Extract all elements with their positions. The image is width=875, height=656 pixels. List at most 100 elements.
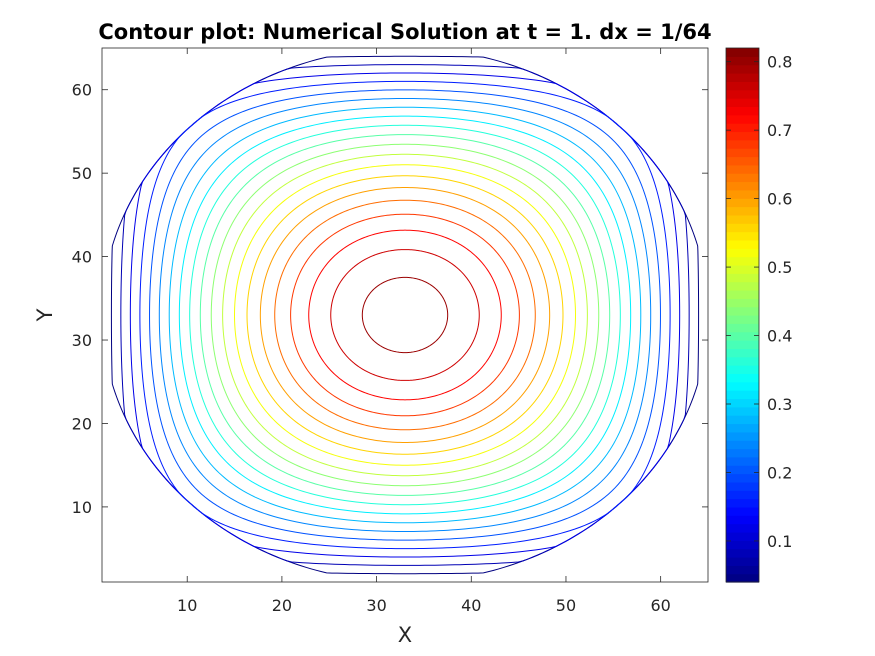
colorbar-band — [726, 356, 759, 366]
x-tick-label: 30 — [366, 596, 386, 615]
colorbar-band — [726, 565, 759, 575]
x-axis-ticks: 10 20 30 40 50 60 — [177, 48, 671, 615]
colorbar-tick-label: 0.1 — [767, 532, 792, 551]
x-tick-label: 40 — [461, 596, 481, 615]
x-tick-label: 10 — [177, 596, 197, 615]
colorbar-band — [726, 81, 759, 91]
y-axis-ticks: 10 20 30 40 50 60 — [72, 81, 708, 517]
x-tick-label: 60 — [650, 596, 670, 615]
x-tick-label: 50 — [556, 596, 576, 615]
colorbar-band — [726, 315, 759, 324]
y-tick-label: 10 — [72, 498, 92, 517]
colorbar-band — [726, 498, 759, 508]
colorbar-tick-label: 0.4 — [767, 327, 792, 346]
contour-level-3 — [129, 72, 681, 558]
colorbar-band — [726, 256, 759, 266]
colorbar-band — [726, 531, 759, 541]
contour-level-16 — [274, 199, 536, 431]
colorbar-band — [726, 173, 759, 183]
y-axis-label: Y — [33, 308, 57, 322]
contour-level-20 — [361, 276, 449, 354]
colorbar-band — [726, 289, 759, 299]
colorbar-band — [726, 198, 759, 208]
contour-level-5 — [149, 89, 661, 541]
colorbar-tick-label: 0.3 — [767, 395, 792, 414]
y-tick-label: 30 — [72, 331, 92, 350]
colorbar-ticks: 0.1 0.2 0.3 0.4 0.5 0.6 0.7 0.8 — [726, 53, 792, 551]
plot-background — [102, 48, 708, 582]
colorbar-band — [726, 465, 759, 475]
colorbar-band — [726, 273, 759, 283]
y-tick-label: 50 — [72, 164, 92, 183]
colorbar-band — [726, 490, 759, 500]
contour-level-12 — [222, 153, 588, 477]
colorbar-band — [726, 515, 759, 525]
colorbar-band — [726, 281, 759, 291]
colorbar-band — [726, 98, 759, 107]
colorbar-band — [726, 181, 759, 191]
colorbar-tick-label: 0.7 — [767, 121, 792, 140]
plot-frame — [101, 47, 709, 583]
colorbar-band — [726, 123, 759, 133]
colorbar-band — [726, 131, 759, 141]
colorbar-band — [726, 189, 759, 199]
colorbar-band — [726, 223, 759, 233]
colorbar-band — [726, 206, 759, 216]
contour-level-6 — [158, 97, 652, 533]
plot-area: 10 20 30 40 50 60 10 20 30 40 50 60 — [72, 47, 709, 615]
colorbar-band — [726, 114, 759, 124]
contour-level-4 — [139, 80, 671, 550]
colorbar-band — [726, 415, 759, 425]
colorbar-band — [726, 423, 759, 433]
colorbar-tick-label: 0.2 — [767, 463, 792, 482]
contour-level-15 — [259, 187, 551, 443]
contour-level-9 — [189, 124, 621, 506]
colorbar-band — [726, 264, 759, 274]
contour-level-19 — [330, 249, 480, 381]
x-axis-label: X — [398, 623, 412, 647]
colorbar-band — [726, 365, 759, 374]
contour-level-10 — [199, 134, 611, 496]
colorbar-band — [726, 139, 759, 149]
colorbar-band — [726, 156, 759, 166]
colorbar-band — [726, 481, 759, 491]
contour-level-13 — [233, 164, 576, 466]
colorbar-band — [726, 148, 759, 158]
colorbar-band — [726, 506, 759, 516]
colorbar-band — [726, 548, 759, 558]
y-tick-label: 20 — [72, 414, 92, 433]
colorbar-band — [726, 106, 759, 116]
colorbar-band — [726, 239, 759, 249]
chart-title: Contour plot: Numerical Solution at t = … — [98, 20, 711, 44]
x-tick-label: 20 — [272, 596, 292, 615]
colorbar-band — [726, 373, 759, 383]
colorbar-band — [726, 323, 759, 333]
colorbar-band — [726, 73, 759, 82]
colorbar-band — [726, 348, 759, 358]
colorbar-band — [726, 406, 759, 416]
y-tick-label: 40 — [72, 248, 92, 267]
colorbar-gradient — [726, 48, 759, 583]
colorbar-band — [726, 523, 759, 533]
colorbar-band — [726, 306, 759, 316]
contour-level-8 — [178, 115, 632, 515]
colorbar-band — [726, 540, 759, 550]
contour-level-18 — [308, 229, 502, 401]
colorbar-band — [726, 440, 759, 450]
contour-lines — [110, 55, 700, 575]
colorbar-band — [726, 456, 759, 466]
colorbar-band — [726, 64, 759, 74]
colorbar-band — [726, 48, 759, 57]
colorbar-band — [726, 398, 759, 408]
colorbar-band — [726, 164, 759, 174]
contour-level-11 — [210, 143, 600, 487]
colorbar: 0.1 0.2 0.3 0.4 0.5 0.6 0.7 0.8 — [725, 47, 792, 583]
colorbar-band — [726, 390, 759, 400]
colorbar-band — [726, 248, 759, 258]
colorbar-band — [726, 431, 759, 441]
contour-level-17 — [290, 213, 520, 417]
colorbar-band — [726, 340, 759, 349]
colorbar-band — [726, 231, 759, 241]
colorbar-band — [726, 214, 759, 224]
